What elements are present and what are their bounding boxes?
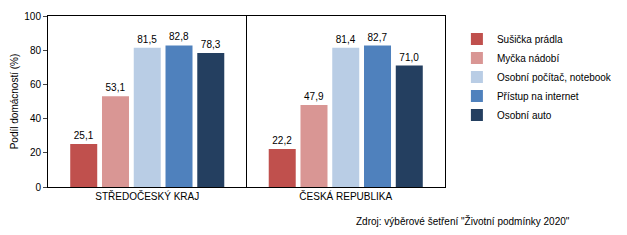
svg-text:25,1: 25,1 [74, 130, 94, 141]
svg-text:71,0: 71,0 [399, 52, 419, 63]
svg-text:Podíl domácností (%): Podíl domácností (%) [9, 54, 20, 150]
svg-text:Přístup na internet: Přístup na internet [497, 91, 579, 102]
svg-text:100: 100 [24, 11, 41, 22]
svg-text:Myčka nádobí: Myčka nádobí [497, 53, 559, 64]
svg-text:80: 80 [30, 45, 42, 56]
svg-text:Sušička prádla: Sušička prádla [497, 34, 563, 45]
svg-text:Osobní auto: Osobní auto [497, 110, 552, 121]
svg-text:82,8: 82,8 [169, 31, 189, 42]
svg-text:Osobní počítač, notebook: Osobní počítač, notebook [497, 72, 612, 83]
svg-text:22,2: 22,2 [272, 135, 292, 146]
svg-text:53,1: 53,1 [106, 82, 126, 93]
svg-text:20: 20 [30, 147, 42, 158]
svg-text:STŘEDOČESKÝ KRAJ: STŘEDOČESKÝ KRAJ [95, 190, 199, 202]
svg-text:60: 60 [30, 79, 42, 90]
svg-text:78,3: 78,3 [201, 39, 221, 50]
svg-text:81,4: 81,4 [336, 34, 356, 45]
svg-text:81,5: 81,5 [137, 34, 157, 45]
svg-text:ČESKÁ REPUBLIKA: ČESKÁ REPUBLIKA [299, 190, 392, 202]
svg-text:40: 40 [30, 113, 42, 124]
svg-text:47,9: 47,9 [304, 91, 324, 102]
svg-text:0: 0 [35, 182, 41, 193]
svg-text:Zdroj: výběrové šetření "Život: Zdroj: výběrové šetření "Životní podmínk… [356, 215, 570, 227]
svg-text:82,7: 82,7 [368, 32, 388, 43]
